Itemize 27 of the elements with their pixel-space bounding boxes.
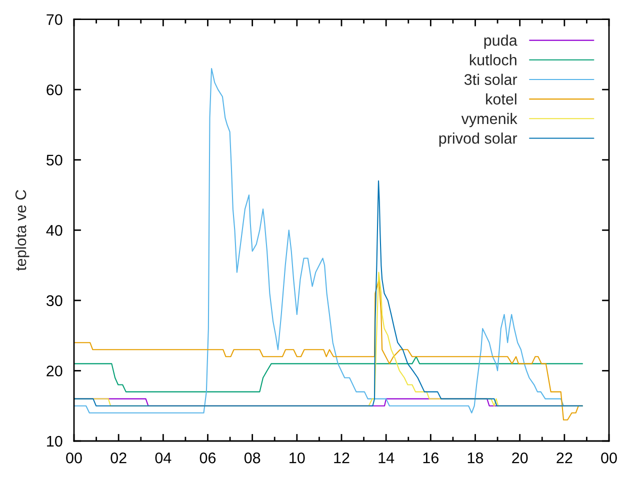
y-tick-label: 70 bbox=[46, 14, 62, 25]
x-tick-label: 04 bbox=[155, 452, 172, 464]
y-tick-label: 30 bbox=[46, 295, 62, 306]
x-tick-label: 00 bbox=[66, 452, 82, 464]
x-tick-label: 08 bbox=[244, 452, 260, 464]
legend-label: 3ti solar bbox=[464, 74, 518, 85]
x-tick-label: 18 bbox=[468, 452, 484, 464]
x-tick-label: 00 bbox=[601, 452, 617, 464]
legend-label: kotel bbox=[486, 93, 516, 105]
x-tick-label: 14 bbox=[378, 452, 394, 464]
y-tick-label: 60 bbox=[46, 84, 62, 96]
x-tick-label: 16 bbox=[423, 452, 438, 464]
x-tick-label: 10 bbox=[290, 452, 305, 464]
x-tick-label: 06 bbox=[200, 452, 216, 464]
legend-label: kutloch bbox=[470, 54, 516, 66]
legend-label: puda bbox=[484, 34, 518, 49]
y-tick-label: 10 bbox=[47, 436, 62, 447]
y-axis-title: teplota ve C bbox=[14, 190, 30, 271]
legend-label: vymenik bbox=[461, 112, 518, 128]
x-tick-label: 20 bbox=[512, 452, 528, 464]
x-tick-label: 12 bbox=[334, 452, 350, 464]
y-tick-label: 50 bbox=[46, 154, 62, 166]
legend-label: privod solar bbox=[439, 132, 518, 147]
y-tick-label: 20 bbox=[46, 366, 62, 376]
x-tick-label: 02 bbox=[110, 452, 126, 464]
x-tick-label: 22 bbox=[556, 452, 572, 464]
y-tick-label: 40 bbox=[46, 225, 62, 236]
